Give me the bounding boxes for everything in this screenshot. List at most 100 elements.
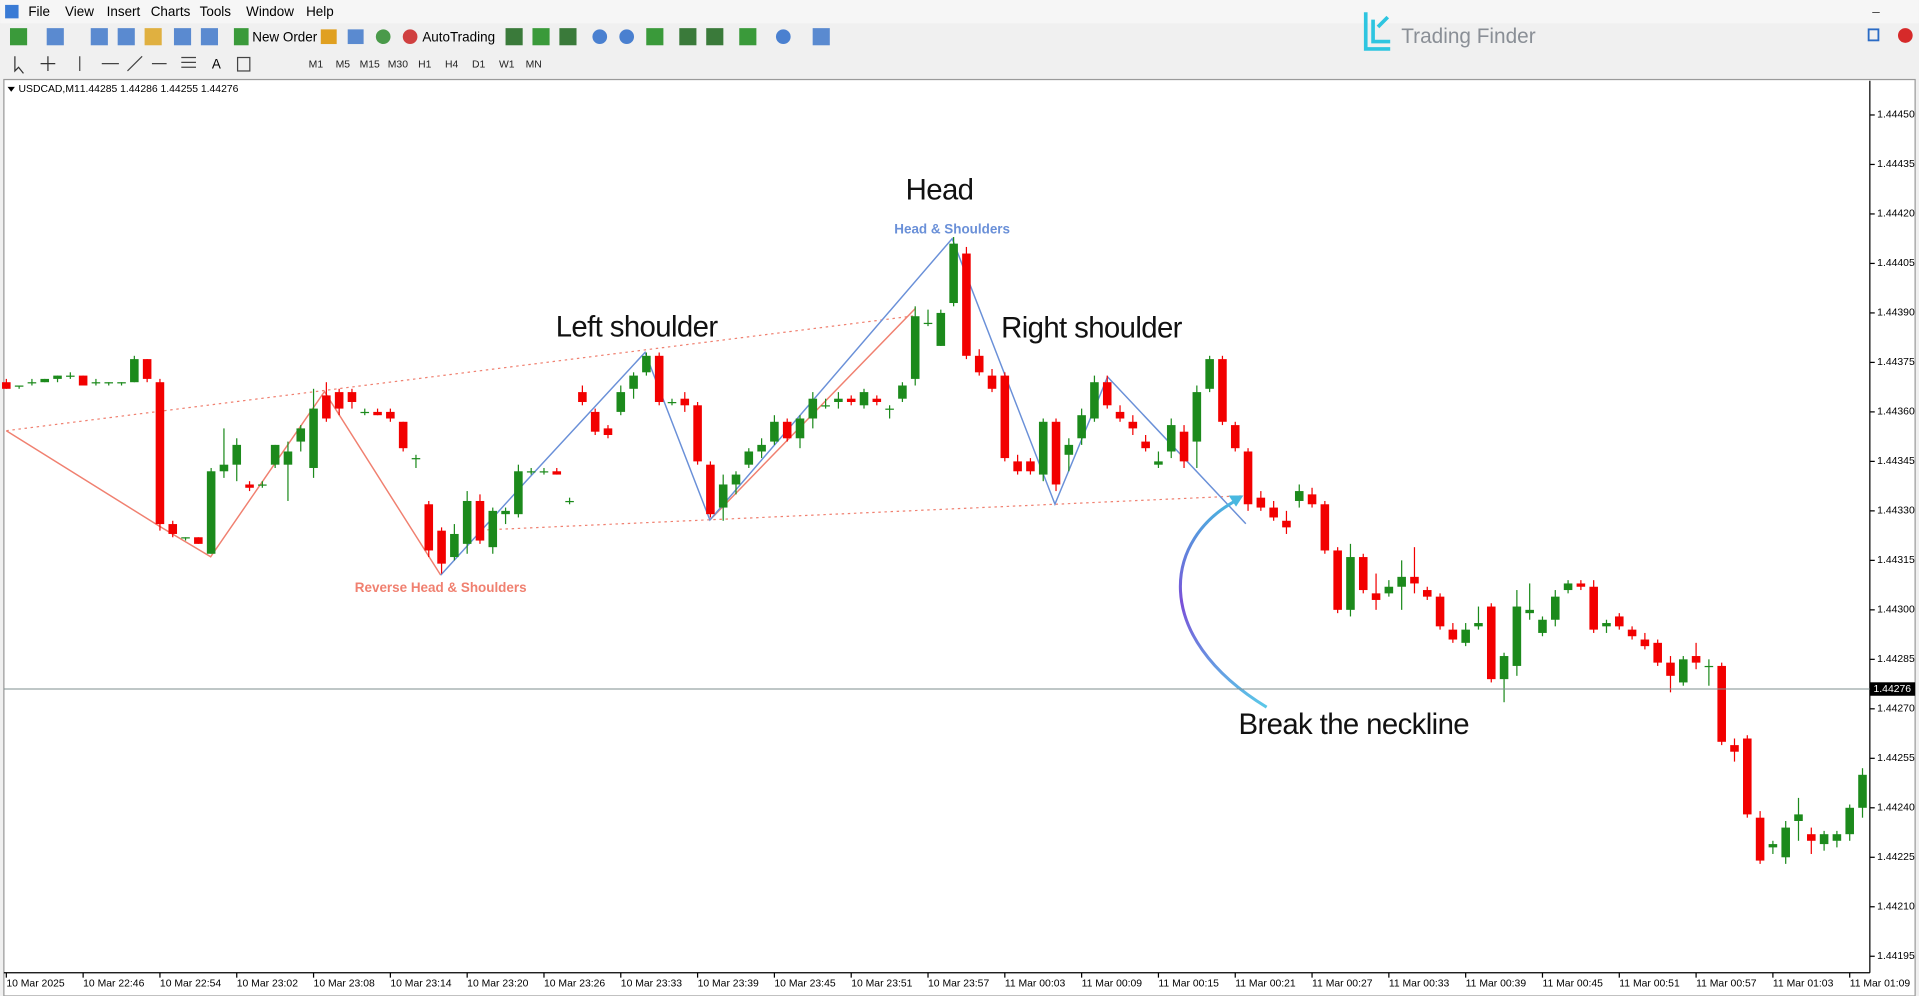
candle-body [78, 375, 88, 386]
candle-body [1435, 596, 1445, 627]
window-minimize[interactable]: – [1872, 4, 1880, 19]
brand-logo: Trading Finder [1363, 12, 1536, 51]
y-tick-label: 1.44300 [1877, 605, 1915, 616]
tool-icon[interactable] [775, 29, 791, 45]
y-tick-label: 1.44420 [1877, 209, 1915, 220]
tool-icon[interactable] [117, 28, 135, 46]
header-close: 1.44276 [201, 84, 239, 95]
candle-body [1691, 656, 1701, 663]
tool-icon[interactable] [9, 28, 28, 46]
candle-body [1755, 817, 1765, 861]
candle-body [616, 392, 626, 412]
menu-item[interactable]: File [28, 4, 50, 19]
candle-body [386, 411, 395, 419]
cursor-tool[interactable] [14, 56, 24, 74]
timeframe-button[interactable]: M30 [388, 60, 408, 71]
candle-body [1026, 461, 1035, 472]
timeframe-button[interactable]: H1 [418, 60, 432, 71]
candle-body [1358, 557, 1368, 591]
x-tick-label: 10 Mar 23:26 [544, 979, 605, 990]
timeframe-button[interactable]: W1 [499, 60, 515, 71]
chart-window [3, 78, 1916, 996]
menu-bar [0, 0, 1919, 24]
candle-body [872, 398, 882, 402]
menu-item[interactable]: View [65, 4, 94, 19]
y-tick-label: 1.44210 [1877, 902, 1915, 913]
candle-body [526, 471, 536, 473]
timeframe-button[interactable]: M15 [360, 60, 380, 71]
candle-body [578, 392, 587, 402]
tool-icon[interactable] [320, 29, 337, 45]
tool-icon[interactable] [559, 28, 577, 46]
y-tick-label: 1.44285 [1877, 654, 1915, 665]
menu-item[interactable]: Insert [107, 4, 141, 19]
candle-body [1486, 606, 1496, 680]
tool-icon[interactable] [739, 28, 757, 46]
tool-icon[interactable] [812, 28, 830, 46]
candle-body [1179, 431, 1189, 462]
candle-body [1218, 359, 1227, 422]
candle-body [462, 500, 472, 544]
timeframe-button[interactable]: H4 [445, 60, 459, 71]
menu-item[interactable]: Tools [200, 4, 232, 19]
head-label: Head [906, 173, 974, 206]
candle-body [552, 471, 562, 475]
candle-body [245, 484, 254, 488]
tool-icon[interactable] [144, 28, 162, 46]
candle-body [603, 428, 613, 435]
search-icon[interactable] [1867, 28, 1880, 42]
autotrading-icon[interactable] [402, 29, 418, 45]
break-label: Break the neckline [1238, 708, 1469, 741]
candle-body [1243, 451, 1253, 505]
tool-icon[interactable] [90, 28, 108, 46]
candle-body [27, 382, 37, 384]
pattern-label: Head & Shoulders [894, 222, 1010, 237]
header-high: 1.44286 [120, 84, 158, 95]
timeframe-button[interactable]: M5 [336, 60, 351, 71]
text-tool[interactable]: A [212, 56, 221, 71]
x-tick-label: 11 Mar 00:15 [1158, 979, 1219, 990]
tool-icon[interactable] [200, 28, 219, 46]
label-tool[interactable] [236, 56, 251, 72]
tool-icon[interactable] [706, 28, 724, 46]
tool-icon[interactable] [646, 28, 664, 46]
tool-icon[interactable] [532, 28, 550, 46]
zoom-in[interactable] [592, 29, 608, 45]
candle-body [949, 243, 958, 304]
candle-body [1679, 659, 1688, 683]
candle-body [14, 385, 24, 387]
y-tick-label: 1.44225 [1877, 852, 1915, 863]
candle-body [1422, 590, 1432, 597]
timeframe-button[interactable]: M1 [309, 60, 324, 71]
notification-badge[interactable] [1897, 28, 1913, 43]
candle-body [66, 375, 75, 377]
x-tick-label: 11 Mar 00:51 [1619, 979, 1680, 990]
line-tools[interactable] [79, 55, 196, 72]
tool-icon[interactable] [233, 28, 249, 46]
tool-icon[interactable] [173, 28, 192, 46]
tool-icon[interactable] [375, 29, 391, 45]
candle-body [322, 395, 331, 419]
candle-body [219, 464, 229, 472]
new-order-button[interactable]: New Order [252, 29, 317, 44]
tool-icon[interactable] [347, 29, 364, 45]
timeframe-button[interactable]: D1 [472, 60, 486, 71]
autotrading-button[interactable]: AutoTrading [422, 29, 495, 44]
tool-icon[interactable] [46, 28, 64, 46]
candle-body [731, 474, 741, 485]
tool-icon[interactable] [679, 28, 697, 46]
timeframe-button[interactable]: MN [526, 60, 542, 71]
candle-body [475, 500, 485, 541]
zoom-out[interactable] [619, 29, 635, 45]
menu-item[interactable]: Help [306, 4, 334, 19]
candle-body [1192, 392, 1202, 442]
candle-body [1371, 593, 1381, 600]
menu-item[interactable]: Charts [151, 4, 191, 19]
tool-icon[interactable] [505, 28, 523, 46]
candle-body [40, 378, 50, 383]
crosshair-tool[interactable] [40, 56, 56, 71]
x-tick-label: 10 Mar 23:14 [390, 979, 451, 990]
candle-body [1807, 834, 1816, 841]
menu-item[interactable]: Window [246, 4, 294, 19]
header-open: 1.44285 [80, 84, 118, 95]
